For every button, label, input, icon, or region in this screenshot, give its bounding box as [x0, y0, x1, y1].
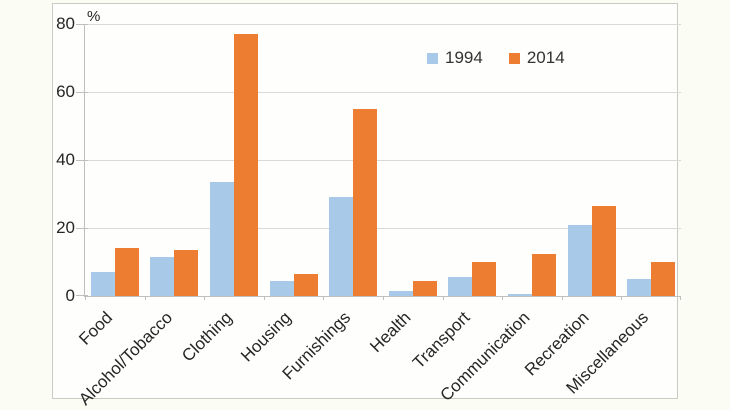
- bar-group-alcohol-tobacco: [145, 24, 205, 296]
- y-axis-label-40: 40: [56, 150, 75, 169]
- gridline-20: [85, 228, 681, 229]
- x-axis-label-housing: Housing: [237, 307, 295, 366]
- y-axis-label-60: 60: [56, 82, 75, 101]
- bar-1994-furnishings: [329, 197, 354, 296]
- bar-2014-communication: [531, 253, 556, 296]
- y-axis-unit-label: %: [87, 8, 101, 25]
- y-tick-0: [76, 295, 88, 296]
- bar-2014-miscellaneous: [651, 262, 676, 296]
- bar-group-miscellaneous: [621, 24, 681, 296]
- bar-group-recreation: [562, 24, 622, 296]
- bar-2014-housing: [293, 273, 318, 296]
- x-tick: [680, 296, 681, 300]
- y-tick-20: [76, 228, 88, 229]
- bar-1994-alcohol-tobacco: [150, 256, 175, 296]
- x-tick: [621, 296, 623, 300]
- bar-1994-clothing: [209, 182, 234, 296]
- legend-swatch-1994: [427, 52, 438, 64]
- bar-2014-clothing: [233, 34, 258, 296]
- y-tick-80: [76, 24, 88, 25]
- gridline-60: [85, 92, 681, 93]
- x-tick: [442, 296, 444, 300]
- x-tick: [263, 296, 265, 300]
- bar-2014-alcohol-tobacco: [174, 250, 199, 296]
- bar-group-furnishings: [323, 24, 383, 296]
- bar-2014-furnishings: [353, 109, 378, 296]
- y-axis-label-0: 0: [65, 286, 75, 305]
- gridline-80: [85, 24, 681, 25]
- legend-label-1994: 1994: [445, 48, 483, 67]
- x-axis-label-food: Food: [75, 307, 117, 349]
- y-tick-40: [76, 160, 88, 161]
- bar-group-health: [383, 24, 443, 296]
- bar-chart: % 0 20 40 60 80 Food Alcohol/Tobacco Clothing H…: [52, 3, 681, 409]
- bar-1994-communication: [507, 294, 532, 296]
- bar-1994-health: [388, 290, 413, 296]
- bar-2014-food: [114, 248, 139, 296]
- bar-group-transport: [443, 24, 503, 296]
- bar-2014-health: [412, 280, 437, 296]
- gridline-40: [85, 160, 681, 161]
- x-axis-label-clothing: Clothing: [177, 307, 236, 366]
- legend: 1994 2014: [427, 48, 565, 68]
- x-tick: [323, 296, 325, 300]
- x-tick: [502, 296, 504, 300]
- bar-1994-housing: [269, 280, 294, 296]
- x-tick: [383, 296, 384, 300]
- bar-1994-miscellaneous: [627, 279, 652, 296]
- bar-1994-food: [90, 272, 115, 296]
- legend-label-2014: 2014: [526, 48, 565, 67]
- y-axis-label-80: 80: [56, 14, 75, 33]
- x-axis-label-health: Health: [365, 307, 415, 357]
- bar-2014-recreation: [591, 205, 616, 296]
- bar-1994-transport: [448, 277, 473, 296]
- x-tick: [561, 296, 563, 300]
- x-tick: [144, 296, 146, 300]
- bar-1994-recreation: [567, 224, 592, 296]
- bar-group-food: [85, 24, 145, 296]
- bar-group-clothing: [204, 24, 264, 296]
- bar-2014-transport: [472, 262, 497, 296]
- legend-item-1994: 1994: [427, 48, 483, 68]
- x-tick: [204, 296, 206, 300]
- legend-swatch-2014: [508, 52, 520, 64]
- plot-area: [76, 24, 681, 300]
- y-axis-label-20: 20: [56, 218, 75, 237]
- bar-group-communication: [502, 24, 562, 296]
- x-tick: [85, 296, 86, 300]
- y-tick-60: [76, 92, 88, 93]
- legend-item-2014: 2014: [508, 48, 565, 68]
- bar-group-housing: [264, 24, 324, 296]
